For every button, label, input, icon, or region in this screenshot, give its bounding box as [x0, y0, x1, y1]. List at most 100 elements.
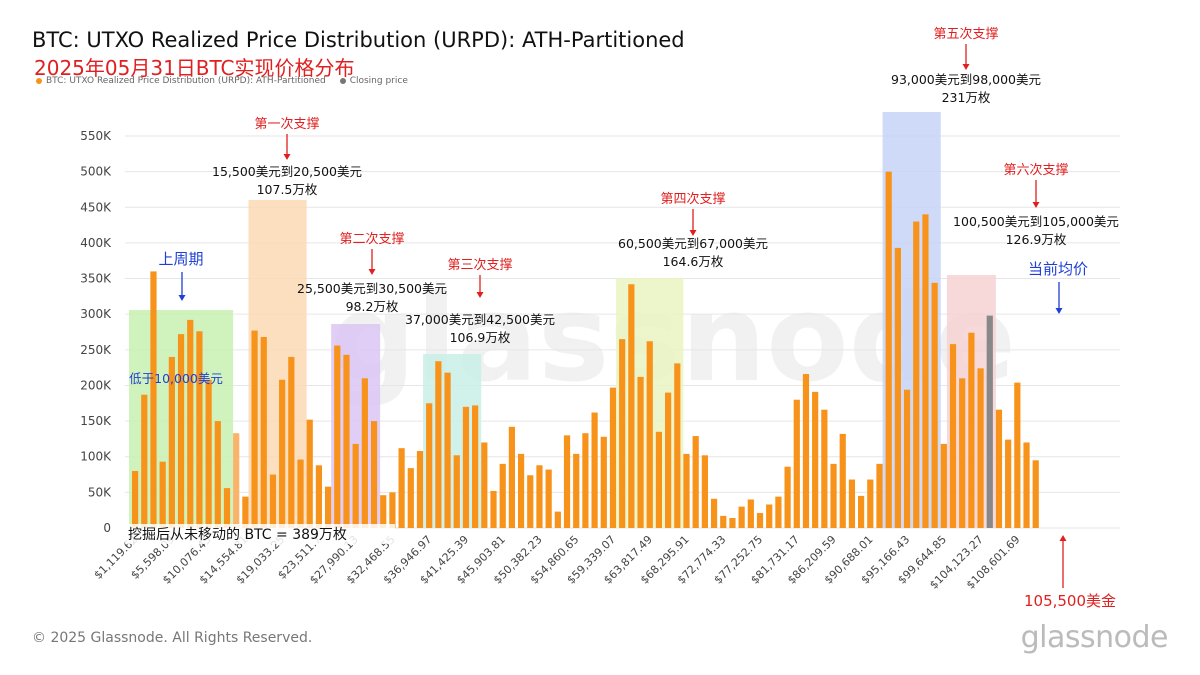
- bar: [508, 426, 515, 528]
- bar: [545, 469, 552, 528]
- bar: [775, 496, 782, 528]
- legend-swatch-closing-price: [339, 78, 346, 84]
- legend-swatch-urpd: [36, 78, 42, 84]
- bar: [527, 475, 534, 528]
- bar: [462, 406, 470, 528]
- bar: [343, 354, 350, 528]
- y-tick-label: 50K: [88, 485, 112, 499]
- annotation-last-cycle: 上周期: [158, 250, 203, 268]
- annotation-supply: 126.9万枚: [1006, 232, 1067, 247]
- bar: [132, 470, 139, 528]
- bar: [692, 436, 699, 528]
- bar: [674, 363, 681, 528]
- annotation-arrow-head: [283, 154, 291, 160]
- annotation-arrow-head: [1055, 308, 1063, 314]
- bar: [701, 455, 708, 528]
- y-tick-label: 400K: [80, 236, 112, 250]
- bar: [288, 356, 295, 528]
- bar: [205, 379, 212, 528]
- bar: [334, 345, 341, 528]
- bar: [821, 409, 828, 528]
- bar: [187, 319, 194, 528]
- y-tick-label: 450K: [80, 200, 112, 214]
- bar: [766, 504, 773, 528]
- legend-label-urpd: BTC: UTXO Realized Price Distribution (U…: [46, 76, 326, 86]
- bar: [784, 466, 791, 528]
- bar: [1023, 442, 1030, 528]
- bar: [756, 513, 764, 528]
- bar: [324, 486, 332, 528]
- bar: [591, 412, 598, 528]
- y-tick-label: 0: [103, 521, 111, 535]
- bar: [260, 336, 267, 528]
- y-tick-label: 500K: [80, 165, 112, 179]
- annotation-supply: 107.5万枚: [257, 182, 318, 197]
- bar: [517, 453, 525, 528]
- annotation-support-title: 第六次支撑: [1003, 162, 1068, 178]
- bar: [720, 515, 727, 528]
- bar: [582, 433, 589, 528]
- bar: [444, 372, 451, 528]
- bar: [251, 330, 258, 528]
- bar: [858, 495, 865, 528]
- bar: [380, 495, 387, 528]
- bar: [416, 451, 424, 528]
- support-region: [423, 354, 482, 528]
- bar: [637, 376, 644, 528]
- bar: [426, 403, 433, 528]
- annotation-arrow-head: [1059, 535, 1067, 541]
- annotation-price-range: 25,500美元到30,500美元: [297, 281, 447, 296]
- bar: [297, 459, 304, 528]
- annotation-arrow-head: [962, 64, 970, 70]
- bar: [710, 498, 718, 528]
- annotation-support-title: 第一次支撑: [254, 116, 319, 132]
- bar: [729, 518, 736, 528]
- bar: [481, 442, 488, 528]
- bar: [352, 443, 359, 528]
- bar: [279, 379, 286, 528]
- annotation-arrow-head: [178, 295, 186, 301]
- annotation-supply: 106.9万枚: [450, 330, 511, 345]
- bar: [242, 496, 249, 528]
- bar: [977, 368, 984, 528]
- bar: [490, 490, 497, 528]
- bar: [683, 453, 690, 528]
- annotation-price-range: 100,500美元到105,000美元: [953, 214, 1119, 229]
- bar: [922, 214, 929, 528]
- bar: [150, 271, 157, 528]
- annotation-price-range: 93,000美元到98,000美元: [891, 72, 1041, 87]
- bar: [1005, 439, 1012, 528]
- annotation-arrow-head: [1032, 202, 1040, 208]
- annotation-supply: 164.6万枚: [663, 254, 724, 269]
- bar: [168, 356, 175, 528]
- bar: [619, 339, 626, 528]
- y-tick-label: 300K: [80, 307, 112, 321]
- bar: [885, 171, 892, 529]
- bar: [1032, 460, 1039, 528]
- annotation-support-title: 第四次支撑: [660, 191, 725, 207]
- y-tick-label: 550K: [80, 129, 112, 143]
- bar: [940, 443, 947, 528]
- y-tick-label: 350K: [80, 272, 112, 286]
- bar: [453, 455, 460, 528]
- bar: [435, 361, 442, 528]
- annotation-arrow-head: [689, 230, 697, 236]
- bar: [738, 506, 745, 528]
- bar: [802, 374, 810, 528]
- annotation-never-moved: 挖掘后从未移动的 BTC = 389万枚: [128, 527, 347, 543]
- support-region: [882, 112, 941, 528]
- annotation-current-price: 当前均价: [1028, 260, 1088, 278]
- bar: [876, 463, 883, 528]
- annotation-price-range: 37,000美元到42,500美元: [405, 312, 555, 327]
- bar: [141, 394, 148, 528]
- annotation-support-title: 第五次支撑: [933, 26, 998, 42]
- bar: [573, 453, 580, 528]
- bar: [370, 421, 378, 528]
- bar: [931, 282, 938, 528]
- bar: [600, 436, 607, 528]
- annotation-bg: [125, 524, 395, 544]
- bar: [389, 492, 396, 528]
- bar: [407, 468, 414, 528]
- bar: [159, 461, 166, 528]
